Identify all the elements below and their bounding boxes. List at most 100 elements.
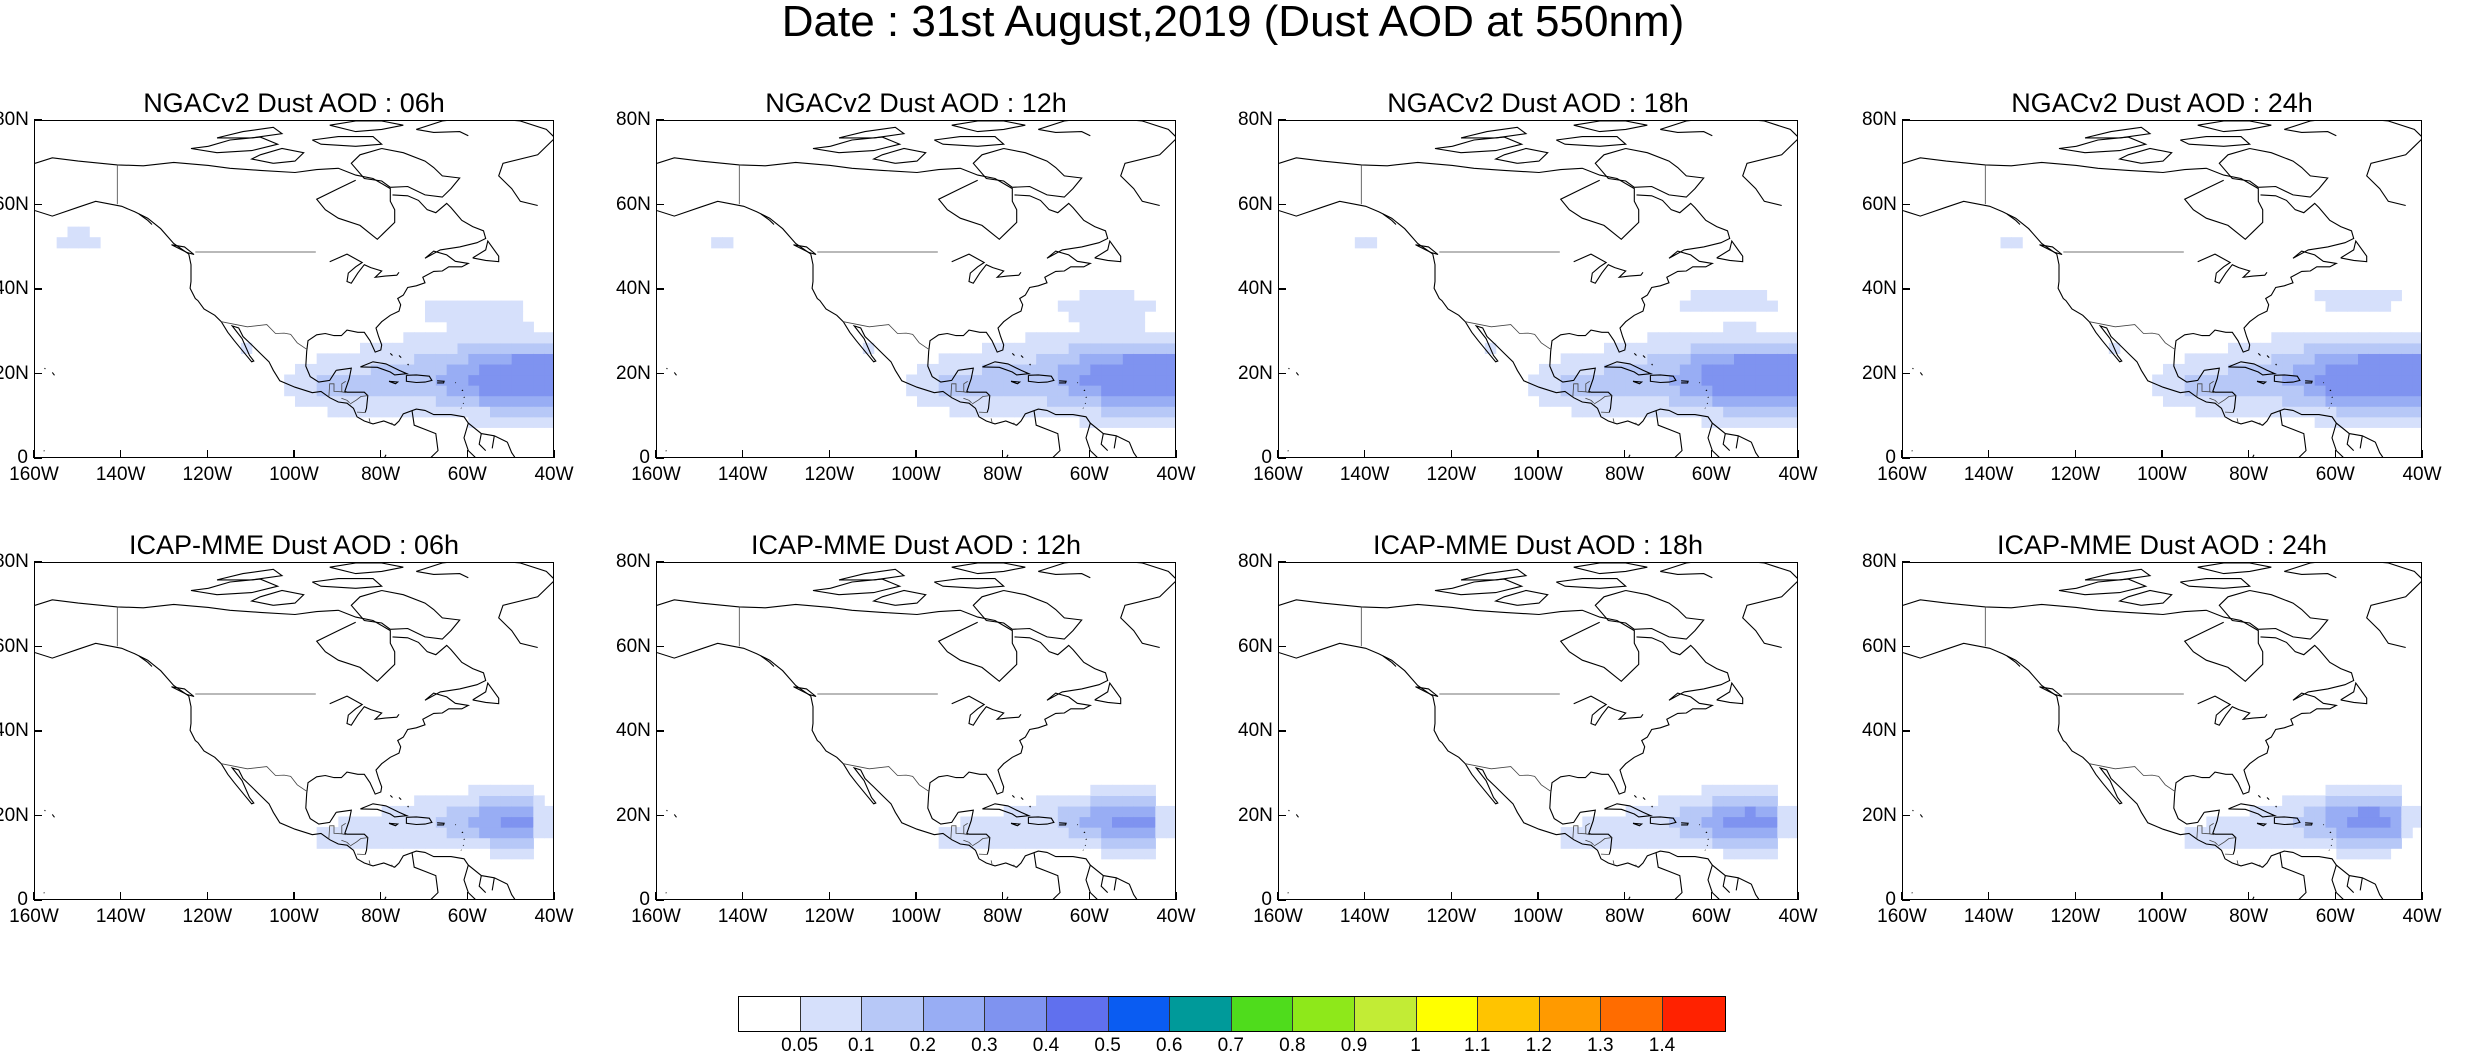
lat-tick bbox=[1902, 730, 1910, 732]
map-svg bbox=[1279, 563, 1797, 899]
coastline bbox=[2039, 244, 2063, 256]
lon-tick bbox=[33, 450, 35, 458]
aod-cell bbox=[1723, 848, 1735, 860]
aod-cell bbox=[927, 374, 940, 386]
aod-field bbox=[1560, 784, 1797, 860]
aod-cell bbox=[906, 385, 918, 397]
lon-tick bbox=[1710, 450, 1713, 458]
aod-cell bbox=[1723, 795, 1735, 807]
aod-cell bbox=[1014, 406, 1026, 418]
aod-cell bbox=[1647, 374, 1659, 386]
aod-cell bbox=[1101, 385, 1113, 397]
aod-cell bbox=[479, 395, 491, 407]
lat-tick bbox=[656, 203, 664, 206]
coastline bbox=[411, 410, 439, 457]
aod-cell bbox=[370, 374, 383, 386]
aod-cell bbox=[381, 827, 394, 839]
coastline bbox=[2084, 126, 2152, 139]
aod-cell bbox=[971, 353, 983, 365]
aod-cell bbox=[1723, 816, 1735, 828]
aod-cell bbox=[982, 342, 994, 354]
coastline bbox=[1295, 372, 1299, 376]
aod-cell bbox=[2358, 406, 2370, 418]
lon-tick bbox=[206, 892, 209, 900]
coastline bbox=[1580, 367, 1613, 413]
aod-cell bbox=[457, 837, 469, 849]
border bbox=[341, 833, 347, 836]
aod-cell bbox=[490, 311, 502, 323]
aod-cell bbox=[2358, 784, 2370, 796]
aod-cell bbox=[2390, 353, 2402, 365]
aod-cell bbox=[1079, 342, 1091, 354]
coastline bbox=[2284, 121, 2421, 207]
aod-cell bbox=[370, 816, 383, 828]
aod-cell bbox=[1647, 342, 1659, 354]
panel-title: ICAP-MME Dust AOD : 24h bbox=[1996, 530, 2328, 560]
coastline bbox=[1006, 454, 1009, 457]
lat-tick bbox=[1278, 561, 1286, 563]
border bbox=[221, 321, 308, 350]
aod-cell bbox=[2401, 406, 2413, 418]
coastline bbox=[1059, 380, 1067, 384]
aod-cell bbox=[414, 363, 426, 376]
aod-cell bbox=[1744, 363, 1757, 376]
aod-cell bbox=[479, 385, 491, 397]
border bbox=[1635, 864, 1639, 868]
aod-cell bbox=[1788, 374, 1797, 386]
aod-cell bbox=[2401, 374, 2413, 386]
coastline bbox=[461, 389, 464, 392]
aod-cell bbox=[2401, 353, 2413, 365]
lon-tick-label: 140W bbox=[1963, 464, 2014, 485]
coastline bbox=[2180, 136, 2252, 147]
coastline bbox=[1288, 367, 1290, 370]
aod-cell bbox=[1625, 385, 1638, 397]
lon-tick-label: 40W bbox=[2402, 464, 2442, 485]
aod-cell bbox=[2336, 385, 2348, 397]
aod-cell bbox=[425, 374, 437, 386]
aod-cell bbox=[2358, 848, 2370, 860]
aod-cell bbox=[1723, 300, 1735, 312]
coastline bbox=[1681, 822, 1689, 826]
aod-cell bbox=[2412, 805, 2421, 818]
aod-cell bbox=[67, 237, 79, 249]
coastline bbox=[1434, 578, 1524, 596]
lon-tick bbox=[741, 892, 744, 900]
aod-cell bbox=[490, 416, 502, 428]
coastline bbox=[1027, 374, 1055, 384]
aod-cell bbox=[1636, 827, 1648, 839]
aod-cell bbox=[1777, 816, 1789, 828]
coastline bbox=[1903, 157, 2264, 241]
aod-cell bbox=[1079, 805, 1091, 818]
lon-tick bbox=[466, 892, 469, 900]
aod-cell bbox=[1068, 300, 1081, 312]
coastline bbox=[1642, 797, 1646, 800]
lat-tick-label: 0 bbox=[1885, 889, 1896, 910]
aod-cell bbox=[295, 385, 307, 397]
lon-tick bbox=[1277, 450, 1279, 458]
aod-cell bbox=[2314, 816, 2327, 828]
aod-cell bbox=[1658, 406, 1670, 418]
aod-cell bbox=[960, 837, 972, 849]
lat-tick-label: 40N bbox=[1238, 720, 1273, 741]
aod-cell bbox=[971, 374, 983, 386]
aod-cell bbox=[1068, 342, 1081, 354]
aod-cell bbox=[425, 837, 437, 849]
aod-cell bbox=[1144, 795, 1156, 807]
aod-cell bbox=[1090, 374, 1102, 386]
lon-tick-label: 140W bbox=[1339, 906, 1390, 927]
aod-cell bbox=[2271, 816, 2283, 828]
aod-cell bbox=[1068, 406, 1081, 418]
aod-cell bbox=[1723, 363, 1735, 376]
aod-cell bbox=[360, 395, 372, 407]
coastline bbox=[1649, 816, 1677, 826]
lat-tick bbox=[656, 372, 664, 375]
aod-cell bbox=[2368, 342, 2381, 354]
aod-cell bbox=[522, 784, 534, 796]
aod-cell bbox=[992, 406, 1005, 418]
panel-title: NGACv2 Dust AOD : 12h bbox=[765, 88, 1067, 118]
coastline bbox=[2346, 875, 2355, 893]
aod-cell bbox=[1658, 342, 1670, 354]
map-frame bbox=[1902, 562, 2422, 900]
coastline bbox=[2180, 578, 2252, 589]
aod-cell bbox=[1112, 795, 1124, 807]
